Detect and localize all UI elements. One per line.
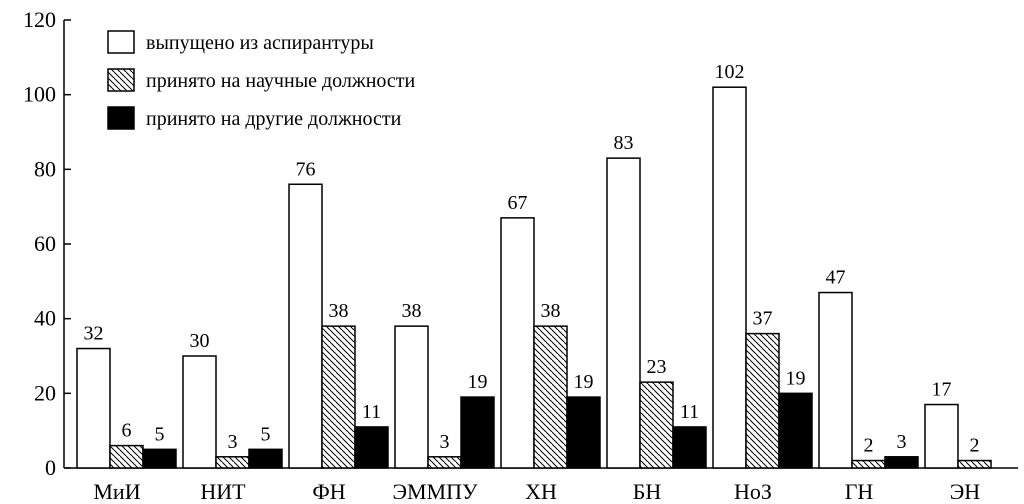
y-tick-label: 0 [45, 455, 56, 480]
bar-black [884, 456, 919, 469]
bar-black [460, 396, 495, 469]
bar-white [712, 86, 747, 469]
data-label: 11 [362, 401, 381, 423]
y-tick-label: 20 [34, 380, 56, 405]
bar-white [818, 291, 853, 469]
bar-black [672, 426, 707, 469]
category-label: ХН [525, 479, 557, 504]
data-label: 37 [753, 308, 773, 330]
category-label: НоЗ [734, 479, 772, 504]
data-label: 3 [440, 431, 450, 453]
data-label: 11 [680, 401, 699, 423]
data-label: 3 [228, 431, 238, 453]
bar-white [76, 347, 111, 469]
legend-label: принято на другие должности [146, 108, 402, 130]
data-label: 2 [864, 435, 874, 457]
data-label: 32 [84, 323, 104, 345]
y-tick-label: 60 [34, 231, 56, 256]
data-label: 19 [468, 371, 488, 393]
bar-white [394, 325, 429, 469]
data-label: 38 [402, 300, 422, 322]
data-label: 5 [261, 423, 271, 445]
category-label: НИТ [200, 479, 246, 504]
bar-hatched [427, 456, 462, 469]
bar-hatched [321, 325, 356, 469]
legend-label: выпущено из аспирантуры [146, 32, 374, 54]
category-label: ФН [312, 479, 345, 504]
bar-black [248, 448, 283, 469]
bar-hatched [109, 444, 144, 469]
bar-black [354, 426, 389, 469]
data-label: 17 [932, 379, 952, 401]
bar-hatched [639, 381, 674, 469]
data-label: 19 [574, 371, 594, 393]
data-label: 102 [715, 61, 745, 83]
bar-white [182, 355, 217, 469]
bar-black [566, 396, 601, 469]
y-tick-label: 120 [23, 7, 56, 32]
y-tick-label: 40 [34, 306, 56, 331]
bar-hatched [215, 456, 250, 469]
data-label: 3 [897, 431, 907, 453]
data-label: 83 [614, 132, 634, 154]
category-label: ЭН [950, 479, 981, 504]
bar-white [924, 403, 959, 469]
y-tick-label: 100 [23, 82, 56, 107]
data-label: 2 [970, 435, 980, 457]
bar-white [606, 157, 641, 469]
category-label: ЭММПУ [392, 479, 478, 504]
data-label: 38 [541, 300, 561, 322]
x-axis: МиИ НИТ ФН ЭММПУ ХН БН НоЗ ГН ЭН [64, 461, 1018, 504]
legend-label: принято на научные должности [146, 70, 416, 92]
data-label: 19 [786, 367, 806, 389]
data-label: 6 [122, 420, 132, 442]
bar-hatched [745, 332, 780, 469]
bar-black [142, 448, 177, 469]
bar-white [500, 217, 535, 469]
legend-swatch-hatched [107, 68, 135, 92]
data-label: 30 [190, 330, 210, 352]
data-label: 67 [508, 192, 528, 214]
y-tick-label: 80 [34, 156, 56, 181]
bar-white [288, 183, 323, 469]
data-label: 38 [329, 300, 349, 322]
data-label: 47 [826, 267, 846, 289]
data-label: 23 [647, 356, 667, 378]
bar-hatched [851, 459, 886, 469]
bar-black [778, 392, 813, 469]
bar-hatched [533, 325, 568, 469]
legend-swatch-white [107, 30, 135, 54]
y-axis: 0 20 40 60 80 100 120 [23, 7, 71, 480]
category-label: МиИ [93, 479, 140, 504]
data-label: 76 [296, 158, 316, 180]
category-label: ГН [845, 479, 874, 504]
legend-swatch-black [107, 106, 135, 130]
bar-hatched [957, 459, 992, 469]
data-label: 5 [155, 423, 165, 445]
category-label: БН [633, 479, 662, 504]
legend: выпущено из аспирантуры принято на научны… [107, 30, 416, 130]
